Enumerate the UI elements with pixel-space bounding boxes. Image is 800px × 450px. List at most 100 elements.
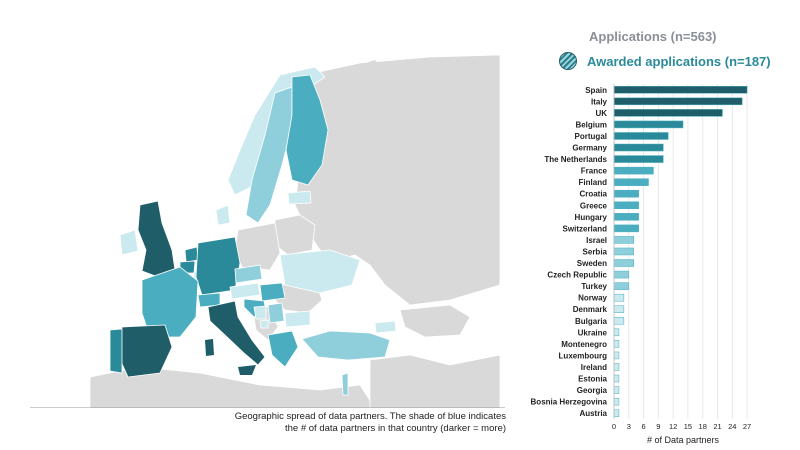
country-finland [285,74,329,186]
legend-awarded-label: Awarded applications (n=187) [587,53,771,69]
country-sicily [238,365,256,375]
bar [613,109,723,117]
bar [613,374,620,383]
bar [613,201,639,210]
country-czech-republic [234,264,263,284]
category-label: Croatia [579,190,607,199]
legend-awarded: Awarded applications (n=187) [559,52,771,70]
europe-map [30,55,505,408]
category-label: Ukraine [578,328,608,337]
x-tick-label: 6 [641,422,645,431]
landmass-svalbard [360,60,382,73]
bar [613,247,634,256]
bar [613,363,620,371]
category-label: Luxembourg [559,351,608,360]
map-caption-line1: Geographic spread of data partners. The … [234,411,506,422]
bar [613,189,639,198]
bar [613,236,634,244]
country-portugal [109,328,123,374]
category-label: Montenegro [561,340,607,349]
x-tick-label: 15 [684,422,692,431]
category-label: The Netherlands [544,155,607,164]
category-label: Czech Republic [547,271,607,280]
category-label: Ireland [581,363,607,372]
bar [613,213,639,221]
category-label: France [581,167,608,176]
x-tick-label: 27 [743,422,751,431]
x-tick-label: 9 [656,422,660,431]
bar-chart-svg: Spain Italy UK Belgium Portugal Germany The Ne… [531,84,751,445]
bar [613,351,620,360]
x-tick-label: 18 [699,422,707,431]
map-caption: Geographic spread of data partners. The … [190,411,506,435]
category-label: Bulgaria [575,317,608,326]
category-label: Norway [578,294,607,303]
country-hungary [259,282,286,302]
landmass-belarus [274,214,316,256]
bar [613,340,620,348]
country-greece [267,330,299,368]
bar [613,86,748,94]
bar [613,317,625,325]
category-label: UK [595,109,607,118]
category-label: Germany [572,144,607,153]
country-israel [341,372,349,396]
category-label: Georgia [577,386,608,395]
category-label: Switzerland [563,224,608,233]
category-label: Turkey [581,282,607,291]
x-axis-label: # of Data partners [647,435,720,445]
landmass-poland [234,222,281,271]
country-turkey [301,330,391,361]
bar [613,132,669,140]
landmass-middle-east [369,354,501,408]
category-label: Serbia [583,247,608,256]
category-label: Austria [579,409,607,418]
country-netherlands [184,246,199,263]
category-label: Greece [580,201,608,210]
category-label: Belgium [575,120,607,129]
bar [613,328,620,337]
striped-circle-icon [559,52,577,70]
bar [613,224,639,233]
x-tick-label: 12 [669,422,677,431]
country-bulgaria [284,310,311,328]
country-sardinia [205,339,214,356]
europe-map-svg [30,55,505,408]
bar [613,397,620,406]
category-label: Sweden [577,259,607,268]
country-ireland [119,229,139,256]
x-tick-label: 0 [612,422,616,431]
country-georgia [374,320,397,334]
category-label: Estonia [578,375,607,384]
bar [613,166,654,175]
bar [613,409,620,417]
country-italy [207,300,266,366]
bar [613,155,664,163]
category-label: Denmark [573,305,608,314]
category-label: Spain [585,86,607,95]
bar [613,120,684,129]
x-tick-label: 24 [728,422,736,431]
category-label: Portugal [575,132,607,141]
country-estonia [287,190,312,205]
country-denmark [215,204,231,226]
x-tick-label: 21 [713,422,721,431]
country-austria [229,282,261,300]
bar [613,143,664,152]
bar [613,282,630,290]
bar [613,305,625,313]
bar [613,293,625,302]
country-montenegro [259,319,269,329]
bar [613,270,630,279]
bar-chart: Spain Italy UK Belgium Portugal Germany The Ne… [520,80,785,450]
country-ukraine [279,249,361,294]
country-serbia [267,302,285,324]
category-label: Hungary [575,213,608,222]
country-france [141,266,199,338]
category-label: Italy [591,97,608,106]
x-tick-label: 3 [627,422,631,431]
country-bosnia-herzegovina [253,305,267,320]
bar [613,259,634,267]
bar [613,386,620,394]
category-label: Finland [579,178,608,187]
